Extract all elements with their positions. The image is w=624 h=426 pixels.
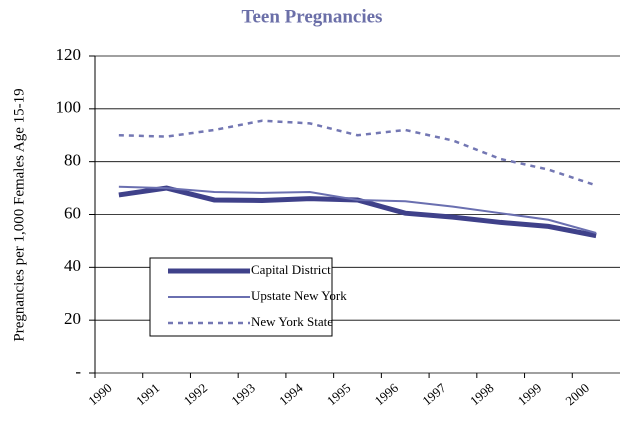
x-tick-label: 1997 (419, 380, 449, 409)
x-tick-label: 1995 (324, 380, 354, 408)
legend-label: Capital District (251, 262, 331, 277)
chart-title: Teen Pregnancies (242, 6, 383, 27)
y-tick-label: 40 (64, 256, 81, 275)
x-tick-label: 1996 (372, 380, 402, 409)
x-tick-label: 1992 (181, 380, 211, 408)
x-tick-label: 1999 (515, 380, 545, 408)
y-tick-label: 100 (56, 98, 82, 117)
x-tick-label: 1991 (133, 380, 163, 408)
y-tick-label: - (75, 362, 81, 381)
x-tick-label: 1994 (276, 380, 306, 409)
x-tick-label: 1993 (228, 380, 258, 408)
x-tick-label: 1998 (467, 380, 497, 408)
y-tick-label: 120 (56, 45, 82, 64)
series-line (118, 185, 597, 234)
series-line (118, 185, 597, 239)
series-line (118, 119, 597, 187)
x-tick-label: 2000 (562, 380, 592, 408)
legend-label: New York State (251, 314, 333, 329)
legend-label: Upstate New York (251, 288, 347, 303)
y-axis-label: Pregnancies per 1,000 Females Age 15-19 (11, 88, 27, 341)
y-tick-label: 80 (64, 151, 81, 170)
x-tick-label: 1990 (85, 380, 115, 408)
y-tick-label: 20 (64, 309, 81, 328)
y-tick-label: 60 (64, 203, 81, 222)
